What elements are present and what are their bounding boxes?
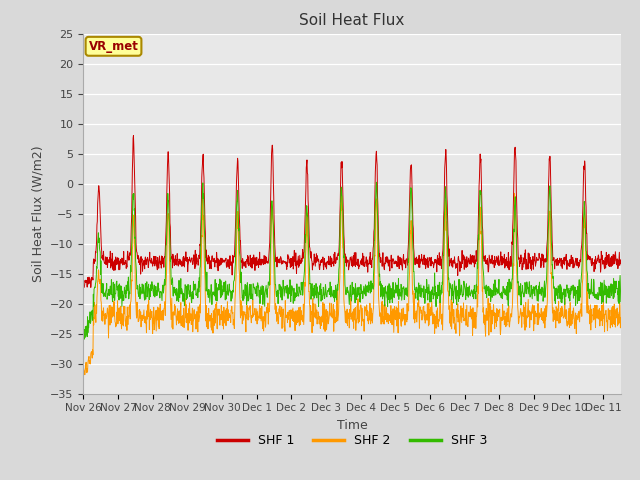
SHF 3 [235,228,243,234]
SHF 2 [486,310,494,316]
SHF 3 [487,299,495,304]
SHF 3 [176,288,184,294]
SHF 1 [487,259,495,265]
SHF 2 [511,191,518,196]
SHF 2 [81,372,88,378]
SHF 1 [80,285,88,290]
SHF 2 [235,247,243,253]
SHF 3 [547,194,554,200]
Legend: SHF 1, SHF 2, SHF 3: SHF 1, SHF 2, SHF 3 [212,429,492,452]
SHF 2 [547,213,554,218]
Line: SHF 1: SHF 1 [83,135,621,288]
SHF 3 [81,336,88,342]
Line: SHF 3: SHF 3 [83,182,621,339]
SHF 3 [617,299,625,305]
Title: Soil Heat Flux: Soil Heat Flux [300,13,404,28]
SHF 1 [177,262,184,268]
SHF 1 [187,259,195,265]
SHF 1 [617,261,625,266]
Line: SHF 2: SHF 2 [83,193,621,375]
SHF 1 [79,281,87,287]
SHF 2 [284,320,291,325]
SHF 3 [372,180,380,185]
Y-axis label: Soil Heat Flux (W/m2): Soil Heat Flux (W/m2) [31,145,44,282]
SHF 2 [176,320,184,326]
SHF 1 [284,252,292,258]
SHF 3 [284,295,291,301]
SHF 2 [186,317,194,323]
SHF 3 [79,328,87,334]
X-axis label: Time: Time [337,419,367,432]
SHF 1 [547,159,554,165]
SHF 3 [186,282,194,288]
SHF 1 [235,199,243,204]
SHF 2 [79,367,87,373]
SHF 1 [130,132,138,138]
Text: VR_met: VR_met [88,40,138,53]
SHF 2 [617,315,625,321]
